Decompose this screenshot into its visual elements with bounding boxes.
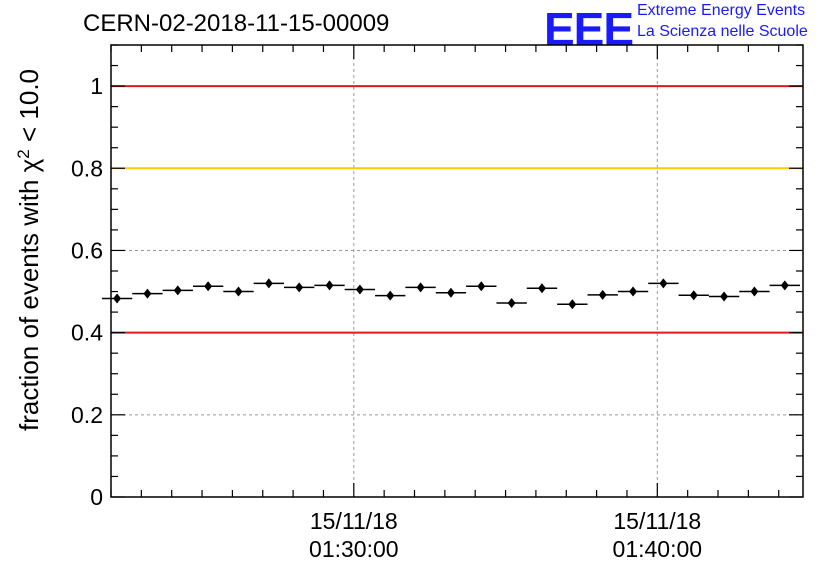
point-marker: [386, 290, 395, 301]
data-point: [739, 286, 770, 297]
data-point: [587, 289, 618, 300]
point-marker: [204, 281, 213, 292]
point-marker: [446, 287, 455, 298]
reference-lines: [111, 85, 803, 334]
plot-frame: [110, 44, 804, 498]
grid-lines: [111, 45, 803, 497]
data-point: [192, 281, 224, 292]
x-tick-label-date: 15/11/18: [310, 508, 398, 534]
point-marker: [355, 284, 364, 295]
brand-line-1: Extreme Energy Events: [637, 2, 806, 19]
y-tick-labels: 0 0.2 0.4 0.6 0.8 1: [71, 73, 103, 510]
data-point: [435, 287, 467, 298]
data-points: [101, 278, 800, 310]
data-point: [466, 281, 497, 292]
point-marker: [416, 282, 425, 293]
data-point: [284, 282, 315, 293]
x-tick-label-time: 01:30:00: [309, 536, 399, 562]
data-point: [314, 280, 345, 291]
point-marker: [780, 280, 789, 291]
data-point: [526, 283, 558, 294]
point-marker: [173, 285, 182, 296]
data-point: [253, 278, 284, 289]
data-point: [708, 291, 740, 302]
brand-line-2: La Scienza nelle Scuole: [637, 23, 808, 40]
axis-ticks: [110, 44, 803, 498]
data-point: [132, 288, 163, 299]
point-marker: [234, 286, 243, 297]
point-marker: [750, 286, 759, 297]
point-marker: [143, 288, 152, 299]
data-point: [162, 285, 193, 296]
data-point: [101, 293, 133, 304]
data-point: [496, 298, 527, 309]
point-marker: [720, 291, 729, 302]
data-point: [375, 290, 406, 301]
point-marker: [689, 290, 698, 301]
y-axis-label: fraction of events with χ2 < 10.0: [14, 69, 45, 431]
point-marker: [598, 289, 607, 300]
data-point: [344, 284, 376, 295]
point-marker: [295, 282, 304, 293]
point-marker: [659, 278, 668, 289]
y-tick-label: 0: [90, 484, 103, 510]
point-marker: [629, 286, 638, 297]
data-point: [678, 290, 709, 301]
y-tick-label: 0.4: [71, 320, 103, 346]
data-point: [617, 286, 649, 297]
eee-logo: EEE: [544, 3, 634, 55]
point-marker: [537, 283, 546, 294]
point-marker: [568, 299, 577, 310]
x-tick-label-date: 15/11/18: [613, 508, 701, 534]
data-point: [557, 299, 588, 310]
y-tick-label: 0.2: [71, 402, 103, 428]
y-tick-label: 0.8: [71, 155, 103, 181]
y-tick-label: 1: [90, 73, 103, 99]
data-point: [405, 282, 436, 293]
data-point: [648, 278, 679, 289]
x-tick-label-time: 01:40:00: [613, 536, 703, 562]
point-marker: [264, 278, 273, 289]
data-point: [769, 280, 800, 291]
chart-title: CERN-02-2018-11-15-00009: [83, 10, 390, 37]
y-tick-label: 0.6: [71, 237, 103, 263]
point-marker: [507, 298, 516, 309]
point-marker: [477, 281, 486, 292]
point-marker: [325, 280, 334, 291]
data-point: [223, 286, 254, 297]
point-marker: [113, 293, 122, 304]
